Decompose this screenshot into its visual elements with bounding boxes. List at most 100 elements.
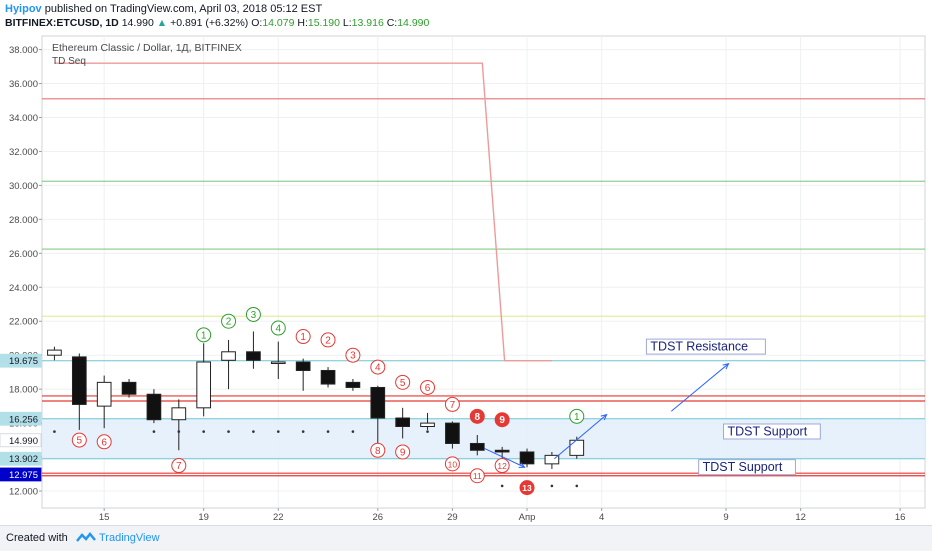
td-dot — [550, 484, 554, 488]
td-dot — [227, 430, 230, 433]
price-badge — [0, 353, 42, 368]
td-dot — [351, 430, 355, 433]
td-count-label: 6 — [101, 437, 107, 448]
td-count-circle — [370, 359, 386, 375]
published-text: published on TradingView.com, April 03, … — [44, 3, 323, 15]
td-count-label: 8 — [475, 412, 481, 423]
td-count-circle — [395, 374, 411, 390]
price-badge-label: 16.256 — [9, 414, 38, 425]
td-count-circle — [221, 313, 237, 329]
close-value: 14.990 — [397, 17, 430, 29]
y-tick-label: 28.000 — [9, 215, 38, 226]
candle-body — [544, 454, 560, 465]
td-dot — [202, 430, 205, 433]
x-tick-label: 19 — [198, 512, 209, 523]
td-count-label: 8 — [375, 446, 381, 457]
candle-body — [295, 361, 311, 371]
td-dot — [575, 484, 579, 488]
created-with-text: Created with — [6, 532, 68, 544]
author-link[interactable]: Hyipov — [5, 3, 42, 15]
candle-body — [519, 451, 535, 465]
change-text: +0.891 (+6.32%) — [170, 17, 249, 29]
td-count-label: 9 — [499, 415, 505, 426]
annotation-text: TDST Support — [728, 424, 808, 438]
td-count-circle — [71, 432, 87, 448]
price-badge — [0, 433, 42, 448]
axes-layer: 12.00014.00016.00018.00020.00022.00024.0… — [0, 45, 905, 523]
x-tick-label: 16 — [895, 512, 906, 523]
td-count-circle — [469, 408, 485, 424]
y-tick-label: 30.000 — [9, 181, 38, 192]
candle-body — [171, 407, 187, 421]
tdst-resistance-step-line — [54, 62, 552, 362]
candle-body — [345, 381, 361, 388]
price-badge-label: 14.990 — [9, 436, 38, 447]
x-tick-label: 22 — [273, 512, 284, 523]
annotations-layer: TDST Resistance TDST Support TDST Support — [484, 338, 821, 476]
td-count-label: 4 — [276, 324, 282, 335]
candle-body — [569, 439, 585, 456]
trend-arrow-line — [670, 363, 729, 412]
trend-arrow-line — [484, 448, 525, 468]
td-count-label: 7 — [450, 400, 456, 411]
td-dot — [426, 430, 429, 433]
td-count-label: 1 — [201, 330, 207, 341]
candle-body — [370, 386, 386, 419]
price-badge-label: 13.902 — [9, 454, 38, 465]
td-count-circle — [96, 434, 112, 450]
td-dot — [301, 430, 305, 433]
x-tick-label: 26 — [372, 512, 383, 523]
x-tick-label: 4 — [599, 512, 604, 523]
low-label: L: — [342, 17, 352, 29]
td-count-circle — [395, 444, 411, 460]
arrow-head-icon — [722, 362, 730, 370]
td-dot — [252, 430, 255, 433]
td-dot — [276, 430, 280, 433]
candle-body — [221, 351, 236, 361]
high-value: 15.190 — [307, 17, 340, 29]
td-dot — [326, 430, 330, 433]
y-tick-label: 36.000 — [9, 79, 38, 90]
symbol-text: BITFINEX:ETCUSD, 1D — [5, 17, 119, 29]
candle-body — [420, 422, 435, 428]
td-count-label: 10 — [448, 459, 458, 469]
candles-layer — [47, 331, 585, 469]
td-count-label: 1 — [574, 412, 580, 423]
last-price: 14.990 — [121, 17, 154, 29]
td-dot — [500, 484, 504, 488]
td-count-circle — [444, 396, 460, 412]
td-count-circle — [345, 347, 361, 363]
up-arrow-icon: ▲ — [156, 17, 168, 29]
td-count-label: 7 — [176, 461, 182, 472]
td-count-label: 5 — [400, 378, 406, 389]
x-tick-label: 15 — [99, 512, 110, 523]
y-tick-label: 26.000 — [9, 249, 38, 260]
publish-line: Hyipov published on TradingView.com, Apr… — [5, 3, 322, 16]
close-label: C: — [386, 17, 398, 29]
price-badge — [0, 467, 42, 482]
x-tick-label: 29 — [447, 512, 458, 523]
candle-body — [445, 422, 460, 444]
y-tick-label: 22.000 — [9, 317, 38, 328]
td-count-circle — [519, 480, 535, 496]
tradingview-brand-link[interactable]: TradingView — [99, 532, 160, 544]
annotation-box — [698, 459, 796, 476]
high-label: H: — [297, 17, 308, 29]
td-count-circle — [420, 379, 436, 395]
candle-body — [494, 449, 510, 453]
td-count-circle — [569, 408, 585, 424]
candle-body — [47, 349, 62, 356]
td-count-circle — [494, 412, 510, 428]
candle-body — [71, 356, 87, 405]
price-badge — [0, 451, 42, 466]
candle-body — [395, 417, 411, 428]
td-count-label: 4 — [375, 363, 381, 374]
td-count-label: 3 — [350, 351, 356, 362]
candle-body — [270, 361, 286, 364]
td-count-circle — [469, 468, 485, 484]
x-tick-label: 12 — [795, 512, 806, 523]
y-tick-label: 12.000 — [9, 487, 38, 498]
td-count-circle — [270, 320, 286, 336]
